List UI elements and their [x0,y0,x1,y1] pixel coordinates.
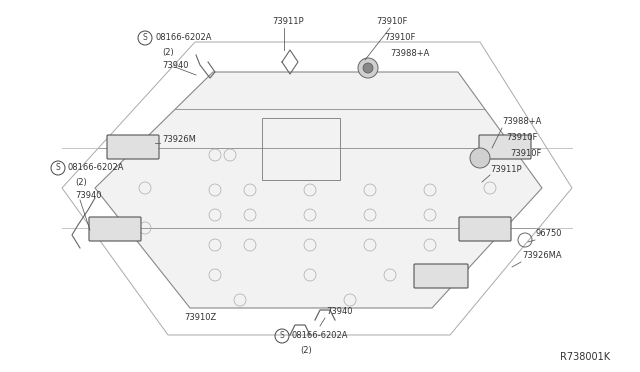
Text: 73911P: 73911P [490,166,522,174]
Text: 73910F: 73910F [384,33,415,42]
Text: 73910F: 73910F [506,134,538,142]
Text: 73911P: 73911P [272,17,303,26]
Text: 08166-6202A: 08166-6202A [292,331,349,340]
Text: S: S [56,164,60,173]
Bar [262,118,340,180]
Text: 73910F: 73910F [510,150,541,158]
Circle shape [470,148,490,168]
Text: 73940: 73940 [326,308,353,317]
Circle shape [363,63,373,73]
Text: 73926MA: 73926MA [522,251,562,260]
Circle shape [358,58,378,78]
Text: 08166-6202A: 08166-6202A [68,164,125,173]
Text: 73940: 73940 [162,61,189,71]
Text: 73988+A: 73988+A [390,49,429,58]
FancyBboxPatch shape [459,217,511,241]
Text: 08166-6202A: 08166-6202A [155,33,211,42]
Text: (2): (2) [300,346,312,355]
Text: 96750: 96750 [536,230,563,238]
FancyBboxPatch shape [414,264,468,288]
Text: (2): (2) [162,48,173,57]
Text: 73926M: 73926M [162,135,196,144]
Text: 73910F: 73910F [376,17,408,26]
Text: S: S [280,331,284,340]
Text: 73910Z: 73910Z [184,314,216,323]
Text: R738001K: R738001K [560,352,610,362]
Text: (2): (2) [75,177,87,186]
Text: S: S [143,33,147,42]
Polygon shape [95,72,542,308]
Text: 73940: 73940 [75,192,102,201]
FancyBboxPatch shape [89,217,141,241]
FancyBboxPatch shape [107,135,159,159]
Text: 73988+A: 73988+A [502,118,541,126]
FancyBboxPatch shape [479,135,531,159]
